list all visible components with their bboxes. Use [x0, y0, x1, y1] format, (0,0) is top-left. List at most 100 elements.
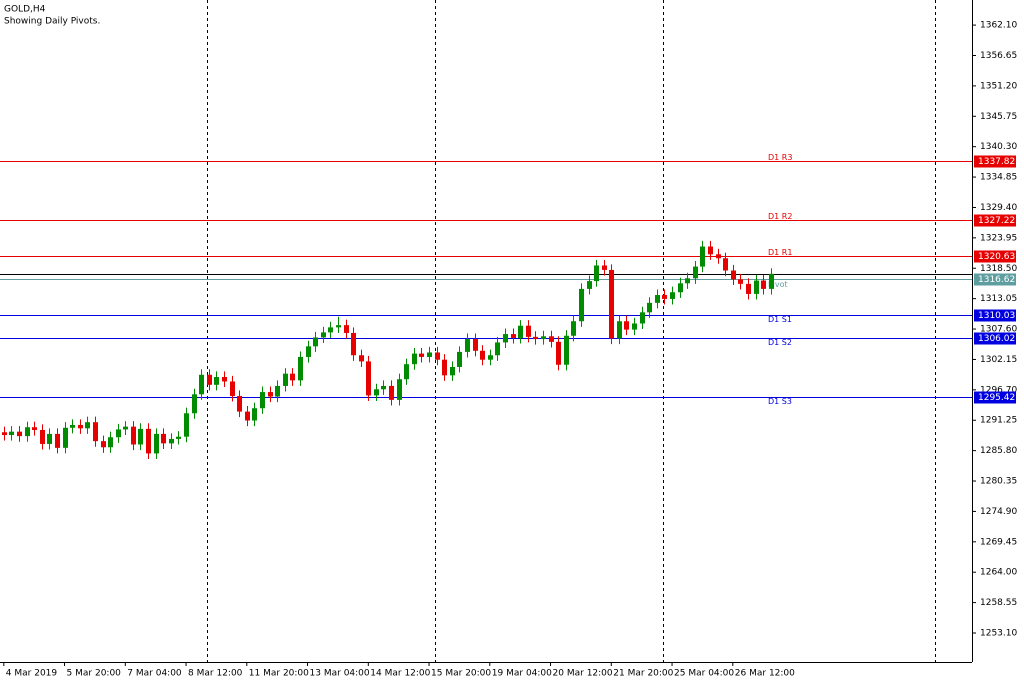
y-tick-label: 1291.25: [980, 416, 1017, 426]
candle-body: [632, 323, 637, 330]
candle-body: [321, 332, 326, 338]
candle-body: [374, 389, 379, 396]
candle-body: [154, 433, 159, 454]
candle-body: [245, 411, 250, 421]
price-tag: [974, 214, 1016, 227]
candle-body: [389, 385, 394, 400]
x-tick-label: 15 Mar 20:00: [431, 669, 491, 679]
candle-body: [366, 361, 371, 396]
symbol-title: GOLD,H4: [4, 5, 46, 15]
candle-body: [716, 254, 721, 259]
candle-body: [184, 413, 189, 437]
candle-body: [344, 325, 349, 333]
candle-body: [237, 395, 242, 412]
candle-body: [526, 325, 531, 337]
y-tick-label: 1345.75: [980, 112, 1017, 122]
price-tag-label: 1316.62: [978, 275, 1015, 285]
x-tick-label: 26 Mar 12:00: [735, 669, 795, 679]
candle-body: [685, 278, 690, 284]
candle-body: [480, 350, 485, 360]
x-tick-label: 8 Mar 12:00: [188, 669, 243, 679]
pivot-label: D1 S3: [768, 397, 792, 406]
candle-body: [47, 433, 52, 444]
candle-body: [2, 432, 7, 436]
candle-body: [70, 424, 75, 428]
candle-body: [17, 431, 22, 437]
y-tick-label: 1340.30: [980, 142, 1017, 152]
candle-body: [351, 332, 356, 356]
x-tick-label: 19 Mar 04:00: [492, 669, 552, 679]
pivot-label: D1 S1: [768, 315, 792, 324]
x-tick-label: 4 Mar 2019: [6, 669, 58, 679]
candle-body: [116, 429, 121, 438]
candle-body: [214, 377, 219, 385]
candle-body: [404, 364, 409, 380]
candle-body: [556, 341, 561, 365]
y-tick-label: 1329.40: [980, 203, 1017, 213]
x-tick-label: 7 Mar 04:00: [127, 669, 182, 679]
candle-body: [647, 302, 652, 313]
pivot-label: D1 R3: [768, 153, 792, 162]
y-tick-label: 1318.50: [980, 264, 1017, 274]
candle-body: [275, 385, 280, 397]
candle-body: [40, 429, 45, 444]
price-tag: [974, 391, 1016, 404]
price-tag-label: 1306.02: [978, 334, 1015, 344]
candle-body: [678, 283, 683, 293]
y-tick-label: 1334.85: [980, 173, 1017, 183]
candle-body: [503, 334, 508, 343]
candle-body: [442, 359, 447, 376]
candle-body: [594, 265, 599, 282]
candle-body: [533, 336, 538, 340]
candle-body: [55, 433, 60, 448]
x-tick-label: 21 Mar 20:00: [613, 669, 673, 679]
price-tag-label: 1320.63: [978, 252, 1015, 262]
candle-body: [624, 321, 629, 330]
y-tick-label: 1285.80: [980, 446, 1017, 456]
y-tick-label: 1258.55: [980, 598, 1017, 608]
pivot-label: D1 R2: [768, 212, 792, 221]
pivot-label: D1 S2: [768, 338, 792, 347]
candle-body: [192, 394, 197, 414]
price-tag: [974, 309, 1016, 322]
candle-body: [465, 339, 470, 352]
candle-body: [708, 246, 713, 255]
candle-body: [495, 342, 500, 356]
candle-body: [731, 270, 736, 280]
candle-body: [511, 334, 516, 338]
candle-body: [571, 321, 576, 336]
y-tick-label: 1269.45: [980, 537, 1017, 547]
candle-body: [518, 325, 523, 338]
candle-body: [662, 295, 667, 299]
y-tick-label: 1362.10: [980, 21, 1017, 31]
price-tag: [974, 332, 1016, 345]
candle-body: [564, 335, 569, 365]
candle-body: [336, 325, 341, 328]
candle-body: [359, 355, 364, 362]
x-tick-label: 25 Mar 04:00: [674, 669, 734, 679]
y-tick-label: 1356.65: [980, 51, 1017, 61]
candle-body: [427, 352, 432, 357]
candle-body: [108, 437, 113, 448]
candle-body: [769, 273, 774, 289]
price-tag-label: 1327.22: [978, 216, 1015, 226]
candle-body: [63, 427, 68, 448]
candle-body: [738, 279, 743, 284]
candle-body: [230, 381, 235, 396]
candle-body: [161, 433, 166, 444]
y-tick-label: 1264.00: [980, 568, 1017, 578]
y-tick-label: 1296.70: [980, 385, 1017, 395]
candle-body: [252, 408, 257, 421]
candle-body: [754, 280, 759, 294]
indicator-note: Showing Daily Pivots.: [4, 17, 100, 27]
candle-body: [579, 288, 584, 322]
candle-body: [602, 265, 607, 270]
candle-body: [488, 355, 493, 360]
pivot-label: Pivot: [768, 280, 788, 289]
candle-body: [700, 246, 705, 267]
candle-body: [306, 346, 311, 357]
candle-body: [25, 427, 30, 437]
candle-body: [169, 438, 174, 444]
